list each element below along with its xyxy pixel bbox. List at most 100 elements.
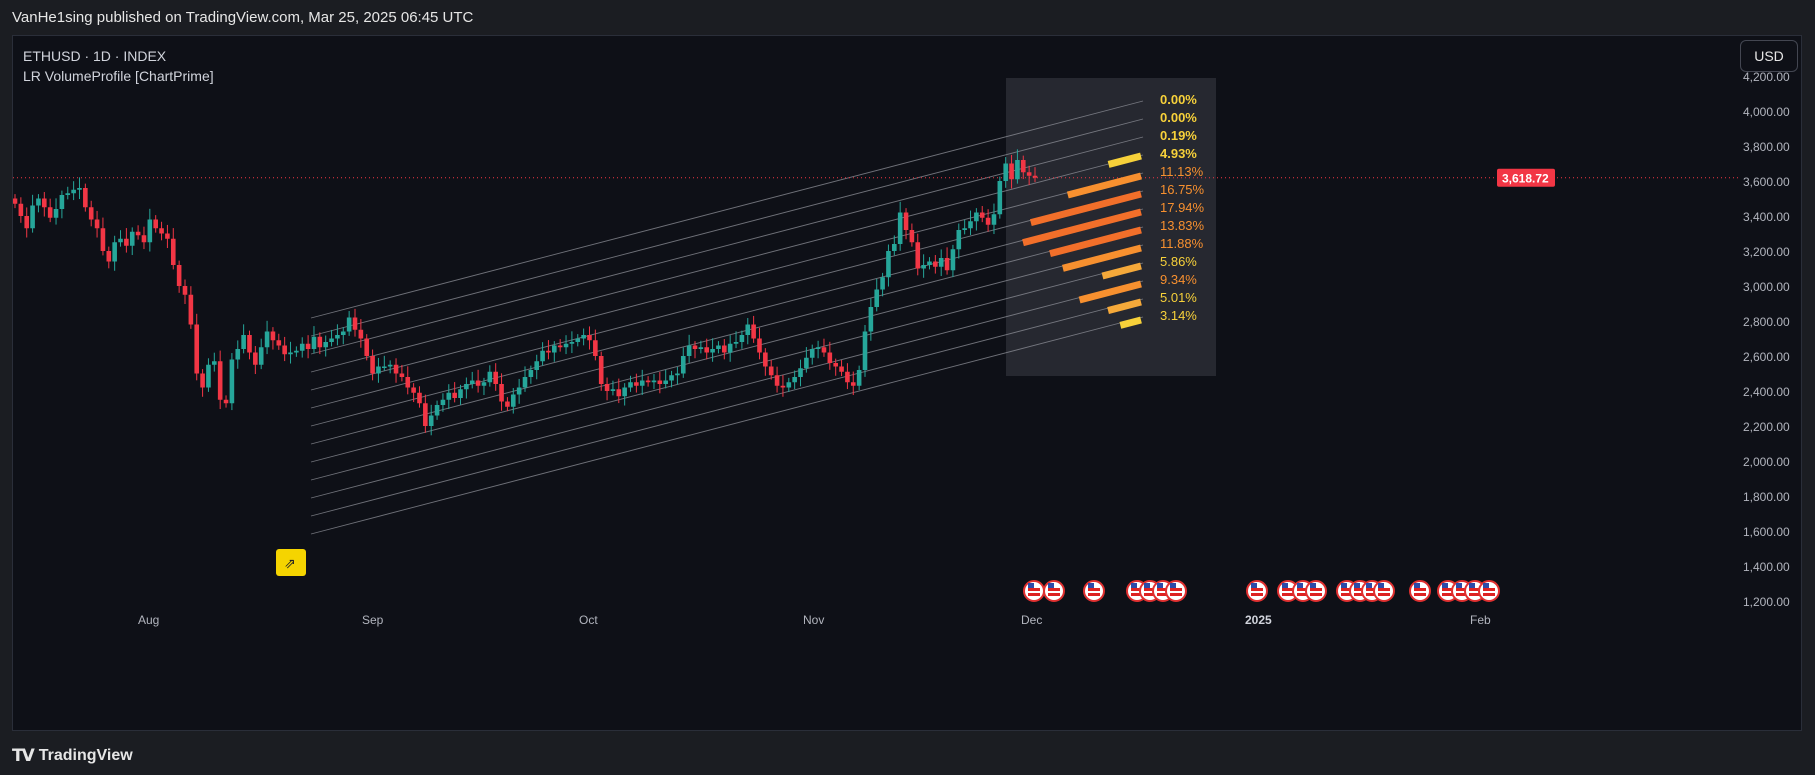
flag-canton — [1310, 583, 1316, 588]
candle-body — [229, 359, 235, 404]
symbol-line[interactable]: ETHUSD · 1D · INDEX — [23, 48, 167, 64]
price-tick-label: 1,200.00 — [1743, 595, 1790, 609]
regression-channel-line — [310, 280, 1144, 499]
candle-body — [59, 195, 65, 209]
candle-body — [974, 212, 979, 222]
candle-body — [370, 356, 375, 374]
candle-body — [217, 361, 223, 400]
candle-body — [634, 382, 639, 386]
candle-body — [317, 336, 323, 348]
candle-body — [657, 380, 663, 384]
price-tick-label: 1,400.00 — [1743, 560, 1790, 574]
volume-profile-bar — [1029, 190, 1142, 227]
volume-profile-bar — [1049, 226, 1142, 258]
candle-body — [124, 238, 129, 246]
candle-body — [235, 349, 241, 360]
candle-body — [88, 207, 94, 220]
candle-body — [505, 401, 510, 407]
candle-body — [604, 384, 610, 391]
candle-body — [733, 342, 739, 344]
price-tick-label: 1,600.00 — [1743, 525, 1790, 539]
flag-stripe — [1310, 593, 1322, 596]
candle-body — [628, 382, 633, 388]
flag-stripe — [1282, 593, 1294, 596]
volume-profile-label: 11.88% — [1160, 236, 1204, 251]
flag-stripe — [1170, 588, 1182, 591]
flag-canton — [1354, 583, 1360, 588]
candle-body — [71, 189, 76, 194]
candle-body — [282, 345, 287, 355]
candle-body — [610, 389, 616, 391]
candle-body — [892, 244, 897, 251]
candle-body — [680, 356, 686, 374]
regression-channel-line — [310, 262, 1144, 481]
candle-body — [305, 343, 311, 349]
candle-body — [335, 335, 340, 339]
chart-canvas[interactable]: 4,200.00 4,000.00 3,800.00 3,600.00 3,400.00… — [13, 36, 1801, 730]
candle-body — [270, 331, 276, 341]
candle-body — [346, 317, 352, 332]
flag-stripe — [1442, 593, 1454, 596]
candle-body — [24, 216, 30, 229]
candle-body — [698, 347, 704, 349]
candle-body — [200, 373, 205, 388]
candle-body — [47, 207, 53, 218]
candle-body — [206, 364, 211, 388]
flag-stripe — [1414, 593, 1426, 596]
regression-channel-line — [310, 154, 1144, 373]
flag-stripe — [1157, 588, 1169, 591]
currency-button[interactable]: USD — [1740, 40, 1798, 72]
candle-body — [446, 392, 452, 400]
publish-bar: VanHe1sing published on TradingView.com,… — [0, 0, 1815, 35]
candle-body — [663, 380, 668, 384]
candle-body — [868, 307, 874, 332]
candle-body — [704, 347, 710, 353]
candle-body — [956, 230, 962, 250]
flag-canton — [1456, 583, 1462, 588]
candle-body — [915, 242, 921, 269]
candle-body — [563, 343, 569, 348]
candle-body — [464, 384, 469, 390]
flag-stripe — [1251, 588, 1263, 591]
tradingview-brand[interactable]: TV TradingView — [12, 746, 133, 766]
candle-body — [42, 198, 47, 208]
time-tick-label: Feb — [1470, 613, 1491, 627]
candle-body — [809, 349, 815, 358]
candle-body — [581, 335, 586, 339]
candle-body — [159, 228, 164, 234]
candle-body — [827, 352, 833, 363]
chart-frame[interactable]: 4,200.00 4,000.00 3,800.00 3,600.00 3,400.00… — [12, 35, 1802, 731]
candle-body — [311, 336, 317, 349]
candle-body — [839, 366, 844, 372]
candle-body — [288, 352, 293, 355]
volume-profile-label: 11.13% — [1160, 164, 1204, 179]
regression-channel-line — [310, 208, 1144, 427]
flag-stripe — [1469, 588, 1481, 591]
flag-stripe — [1483, 593, 1495, 596]
candle-body — [170, 238, 176, 265]
volume-profile-label: 3.14% — [1160, 308, 1197, 323]
candle-body — [886, 251, 891, 278]
candle-body — [575, 338, 581, 342]
regression-channel-line — [310, 244, 1144, 463]
candle-body — [722, 345, 727, 353]
flag-stripe — [1144, 588, 1156, 591]
volume-profile-bar — [1066, 172, 1142, 199]
drawing-tool-badge[interactable] — [276, 549, 306, 576]
time-tick-label: 2025 — [1245, 613, 1272, 627]
flag-stripe — [1341, 588, 1353, 591]
candle-body — [516, 387, 522, 395]
volume-profile-bar — [1119, 316, 1142, 329]
flag-canton — [1297, 583, 1303, 588]
tradingview-logo-icon: TV — [12, 746, 35, 766]
candle-body — [118, 238, 123, 243]
candle-body — [985, 217, 991, 225]
price-tick-label: 2,400.00 — [1743, 385, 1790, 399]
candle-body — [1026, 172, 1032, 176]
candle-body — [927, 261, 932, 265]
candle-body — [774, 375, 780, 386]
price-tick-label: 2,000.00 — [1743, 455, 1790, 469]
candle-body — [751, 324, 756, 339]
indicator-name[interactable]: LR VolumeProfile [ChartPrime] — [23, 68, 214, 84]
candle-body — [487, 371, 493, 383]
